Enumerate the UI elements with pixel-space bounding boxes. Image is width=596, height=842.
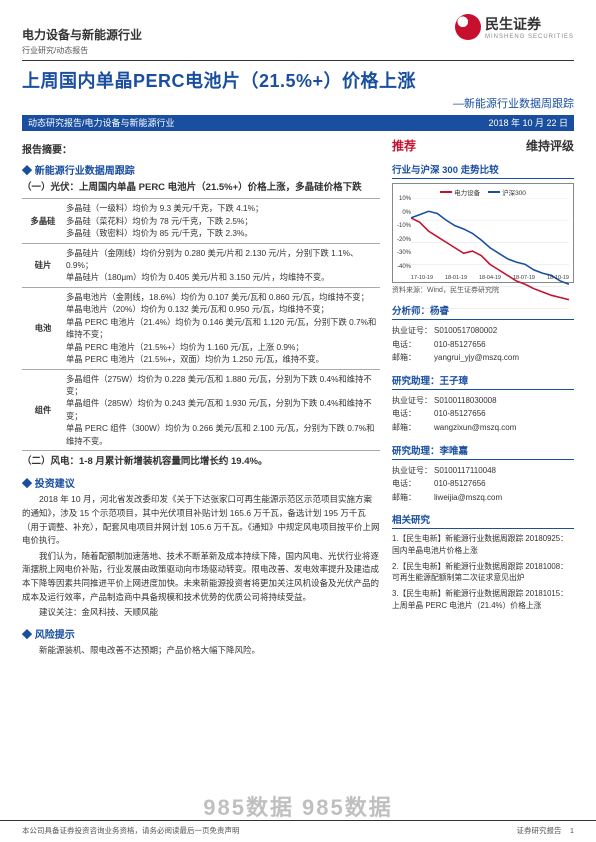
y-tick: 0% [395,210,411,216]
side-column: 推荐 维持评级 行业与沪深 300 走势比较 电力设备沪深300 10% 0% -1… [392,137,574,659]
logo-icon [455,14,481,40]
invest-paragraph: 建议关注：金风科技、天顺风能 [22,606,380,620]
y-tick: -10% [395,223,411,229]
banner: 动态研究报告/电力设备与新能源行业 2018 年 10 月 22 日 [22,115,574,131]
footer-disclaimer: 本公司具备证券投资咨询业务资格，请务必阅读最后一页免责声明 [22,825,240,836]
pv-price-table: 多晶硅多晶硅（一级料）均价为 9.3 美元/千克，下跌 4.1%；多晶硅（菜花料… [22,198,380,451]
y-tick: -30% [395,250,411,256]
bullet-risk: ◆ 风险提示 [22,626,380,641]
main-column: 报告摘要： ◆ 新能源行业数据周跟踪 （一）光伏：上周国内单晶 PERC 电池片… [22,137,380,659]
table-body: 多晶硅（一级料）均价为 9.3 美元/千克，下跌 4.1%；多晶硅（菜花料）均价… [64,199,380,243]
table-category: 硅片 [22,243,64,287]
chart-title: 行业与沪深 300 走势比较 [392,162,574,179]
analyst-info: 执业证号：S0100118030008电话：010-85127656邮箱：wan… [392,394,574,435]
related-title: 相关研究 [392,512,574,529]
invest-paragraph: 2018 年 10 月，河北省发改委印发《关于下达张家口可再生能源示范区示范项目… [22,493,380,547]
bullet-invest: ◆ 投资建议 [22,475,380,490]
analyst-info: 执业证号：S0100117110048电话：010-85127656邮箱：liw… [392,464,574,505]
banner-date: 2018 年 10 月 22 日 [382,115,574,131]
footer: 本公司具备证券投资咨询业务资格，请务必阅读最后一页免责声明 证券研究报告 1 [0,820,596,842]
table-row: 多晶硅多晶硅（一级料）均价为 9.3 美元/千克，下跌 4.1%；多晶硅（菜花料… [22,199,380,243]
rating-maintain: 维持评级 [526,137,574,154]
doc-type: 行业研究/动态报告 [22,45,574,56]
rating-recommend: 推荐 [392,137,416,154]
rating-row: 推荐 维持评级 [392,137,574,154]
banner-category: 动态研究报告/电力设备与新能源行业 [22,115,382,131]
table-row: 电池多晶电池片（金刚线，18.6%）均价为 0.107 美元/瓦和 0.860 … [22,287,380,369]
bullet-data-track: ◆ 新能源行业数据周跟踪 [22,162,380,177]
footer-doc-label: 证券研究报告 [516,826,561,835]
table-body: 多晶电池片（金刚线，18.6%）均价为 0.107 美元/瓦和 0.860 元/… [64,287,380,369]
risk-text: 新能源装机、限电改善不达预期；产品价格大幅下降风险。 [22,644,380,658]
table-category: 组件 [22,369,64,451]
table-category: 多晶硅 [22,199,64,243]
y-tick: -40% [395,264,411,270]
related-item: 3.【民生电新】新能源行业数据周跟踪 20181015：上周单晶 PERC 电池… [392,588,574,611]
related-item: 1.【民生电新】新能源行业数据周跟踪 20180925：国内单晶电池片价格上涨 [392,533,574,556]
watermark: 985数据 985数据 [203,790,393,822]
table-row: 硅片多晶硅片（金刚线）均价分别为 0.280 美元/片和 2.130 元/片，分… [22,243,380,287]
analyst-title: 研究助理：李唯嘉 [392,443,574,460]
wind-heading: （二）风电：1-8 月累计新增装机容量同比增长约 19.4%。 [22,455,380,469]
x-tick: 18-10-19 [547,275,569,281]
x-tick: 17-10-19 [411,275,433,281]
performance-chart: 电力设备沪深300 10% 0% -10% -20% -30% -40% 17-10-19… [392,183,574,283]
invest-paragraph: 我们认为，随着配额制加速落地、技术不断革新及成本持续下降，国内风电、光伏行业将逐… [22,550,380,604]
table-body: 多晶组件（275W）均价为 0.228 美元/瓦和 1.880 元/瓦，分别为下… [64,369,380,451]
analyst-title: 研究助理：王子璋 [392,373,574,390]
brand-logo: 民生证券 MINSHENG SECURITIES [455,14,574,40]
table-row: 组件多晶组件（275W）均价为 0.228 美元/瓦和 1.880 元/瓦，分别… [22,369,380,451]
analyst-info: 执业证号：S0100517080002电话：010-85127656邮箱：yan… [392,324,574,365]
table-body: 多晶硅片（金刚线）均价分别为 0.280 美元/片和 2.130 元/片，分别下… [64,243,380,287]
brand-name-en: MINSHENG SECURITIES [485,34,574,40]
y-tick: 10% [395,196,411,202]
y-tick: -20% [395,237,411,243]
x-tick: 18-07-19 [513,275,535,281]
summary-label: 报告摘要： [22,141,380,156]
chart-line [411,211,569,284]
chart-line [411,218,569,300]
report-subtitle: —新能源行业数据周跟踪 [22,95,574,111]
report-title: 上周国内单晶PERC电池片（21.5%+）价格上涨 [22,67,574,93]
brand-name: 民生证券 [485,14,574,34]
table-category: 电池 [22,287,64,369]
x-tick: 18-01-19 [445,275,467,281]
x-tick: 18-04-19 [479,275,501,281]
related-item: 2.【民生电新】新能源行业数据周跟踪 20181008：可再生能源配额制第二次征… [392,561,574,584]
legend-item: 电力设备 [440,187,480,197]
pv-heading: （一）光伏：上周国内单晶 PERC 电池片（21.5%+）价格上涨，多晶硅价格下… [22,181,380,195]
divider [22,60,574,61]
legend-item: 沪深300 [488,187,526,197]
footer-page: 1 [570,826,574,835]
